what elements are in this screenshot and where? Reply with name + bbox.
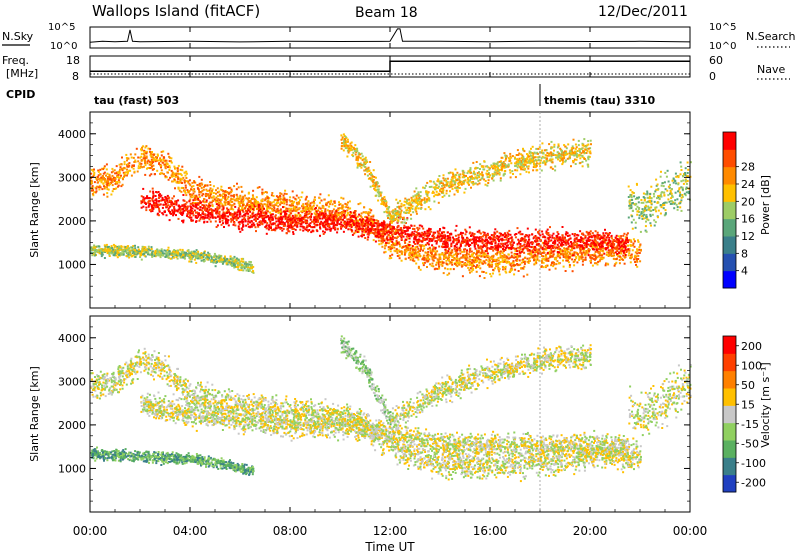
- power-panel-band-2: [90, 243, 255, 274]
- velocity-panel-ytick-3: 4000: [58, 332, 86, 345]
- power-panel-colorbar-tick-4: 20: [741, 195, 755, 208]
- power-panel-ytick-2: 3000: [58, 171, 86, 184]
- freq-label-line2: [MHz]: [6, 67, 38, 80]
- velocity-panel-band-5: [628, 364, 692, 437]
- velocity-panel: 1000 2000 3000 4000 Slant Range [km] 200 100…: [28, 315, 772, 513]
- beam-title: Beam 18: [355, 5, 418, 21]
- freq-left-tick-top: 18: [66, 54, 80, 67]
- velocity-panel-colorbar-tick-7: -200: [741, 476, 766, 489]
- velocity-colorbar-label: Velocity [m s⁻¹]: [759, 362, 772, 447]
- power-panel-band-3: [340, 133, 392, 229]
- power-panel-ytick-0: 1000: [58, 258, 86, 271]
- velocity-panel-band-1: [140, 391, 630, 462]
- frequency-panel: Freq. [MHz] 18 8 60 0 Nave: [2, 54, 790, 83]
- power-panel-band-5: [627, 161, 692, 233]
- power-panel-colorbar-tick-1: 8: [741, 247, 748, 260]
- time-tick-5: 20:00: [573, 524, 608, 538]
- velocity-panel-ytick-0: 1000: [58, 462, 86, 475]
- power-panel-colorbar-swatch: [723, 253, 736, 272]
- velocity-panel-colorbar-swatch: [723, 370, 736, 389]
- velocity-panel-colorbar-swatch: [723, 405, 736, 424]
- power-panel-band-1: [140, 187, 630, 257]
- freq-series-line: [90, 60, 690, 73]
- velocity-panel-ytick-2: 3000: [58, 375, 86, 388]
- noise-left-label: N.Sky: [2, 30, 34, 43]
- power-panel-colorbar-tick-0: 4: [741, 265, 748, 278]
- time-tick-4: 16:00: [473, 524, 508, 538]
- cpid-panel: CPID tau (fast) 503 themis (tau) 3310: [6, 84, 656, 107]
- power-panel-colorbar-swatch: [723, 236, 736, 254]
- power-panel-ytick-1: 2000: [58, 215, 86, 228]
- time-tick-0: 00:00: [73, 524, 108, 538]
- power-panel-colorbar-swatch: [723, 166, 736, 185]
- time-tick-2: 08:00: [273, 524, 308, 538]
- noise-panel: N.Sky 10^5 10^0 10^5 10^0 N.Search: [2, 22, 796, 52]
- power-panel-colorbar-tick-3: 16: [741, 213, 755, 226]
- freq-label-line1: Freq.: [2, 54, 29, 67]
- power-data-layer: [90, 133, 692, 279]
- power-panel-colorbar-swatch: [723, 218, 736, 237]
- power-panel-colorbar-tick-2: 12: [741, 230, 755, 243]
- time-tick-3: 12:00: [373, 524, 408, 538]
- date-title: 12/Dec/2011: [598, 4, 688, 20]
- time-axis-label: Time UT: [364, 540, 415, 554]
- velocity-panel-colorbar-swatch: [723, 422, 736, 441]
- power-panel-colorbar-swatch: [723, 149, 736, 168]
- velocity-panel-colorbar-swatch: [723, 440, 736, 458]
- power-panel-ytick-3: 4000: [58, 128, 86, 141]
- power-colorbar-label: Power [dB]: [759, 175, 772, 235]
- velocity-panel-colorbar-swatch: [723, 474, 736, 493]
- power-panel-colorbar-swatch: [723, 201, 736, 220]
- noise-right-tick-bottom: 10^0: [709, 41, 736, 52]
- velocity-panel-ytick-1: 2000: [58, 419, 86, 432]
- freq-right-tick-top: 60: [709, 54, 723, 67]
- noise-right-tick-top: 10^5: [709, 22, 736, 33]
- nave-label: Nave: [757, 63, 785, 76]
- cpid-segment-0: tau (fast) 503: [94, 94, 179, 107]
- velocity-colorbar: 200 100 50 15 -15 -50 -100 -200: [722, 335, 766, 493]
- velocity-panel-colorbar-tick-2: 50: [741, 379, 755, 392]
- freq-left-tick-bottom: 8: [72, 70, 79, 83]
- velocity-panel-colorbar-tick-4: -15: [741, 418, 759, 431]
- time-tick-1: 04:00: [173, 524, 208, 538]
- power-panel-colorbar-swatch: [723, 184, 736, 202]
- power-panel-colorbar-tick-6: 28: [741, 161, 755, 174]
- power-ylabel: Slant Range [km]: [28, 162, 41, 258]
- noise-right-label: N.Search: [746, 30, 796, 43]
- velocity-panel-colorbar-swatch: [723, 388, 736, 406]
- time-axis: 00:00 04:00 08:00 12:00 16:00 20:00 00:00: [73, 27, 708, 538]
- velocity-panel-colorbar-swatch: [723, 336, 736, 354]
- cpid-segment-1: themis (tau) 3310: [544, 94, 656, 107]
- velocity-ylabel: Slant Range [km]: [28, 366, 41, 462]
- freq-right-tick-bottom: 0: [709, 70, 716, 83]
- velocity-panel-colorbar-tick-0: 200: [741, 340, 762, 353]
- velocity-panel-band-4: [390, 344, 592, 435]
- noise-series-line: [89, 28, 691, 43]
- velocity-panel-colorbar-swatch: [723, 353, 736, 372]
- noise-left-tick-bottom: 10^0: [50, 41, 77, 52]
- power-panel-colorbar-swatch: [723, 132, 736, 150]
- station-title: Wallops Island (fitACF): [92, 2, 260, 20]
- time-tick-6: 00:00: [673, 524, 708, 538]
- power-panel-band-4: [390, 138, 592, 232]
- power-panel-band-0: [90, 145, 642, 279]
- noise-left-tick-top: 10^5: [48, 22, 75, 33]
- power-colorbar: 4 8 12 16 20 24 28: [722, 131, 755, 289]
- velocity-data-layer: [90, 335, 692, 483]
- velocity-panel-band-0: [90, 347, 642, 483]
- velocity-panel-colorbar-swatch: [723, 457, 736, 476]
- velocity-panel-colorbar-tick-5: -50: [741, 437, 759, 450]
- power-panel-colorbar-tick-5: 24: [741, 178, 755, 191]
- velocity-panel-colorbar-tick-6: -100: [741, 457, 766, 470]
- power-panel-colorbar-swatch: [723, 270, 736, 289]
- velocity-panel-colorbar-tick-3: 15: [741, 398, 755, 411]
- cpid-label: CPID: [6, 88, 35, 101]
- power-panel: 1000 2000 3000 4000 Slant Range [km] 4 8 12 16…: [28, 111, 772, 309]
- velocity-panel-colorbar-tick-1: 100: [741, 359, 762, 372]
- velocity-panel-band-2: [90, 446, 255, 476]
